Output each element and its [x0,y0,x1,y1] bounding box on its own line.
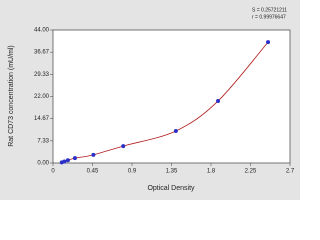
chart: S = 0.25721211 r = 0.99976647 Optical De… [0,0,300,200]
point [65,158,70,163]
x-tick-label: 2.25 [245,169,257,175]
plot-area [52,29,291,164]
point [91,152,96,157]
y-tick-label: 7.33 [37,138,49,144]
x-axis-title: Optical Density [147,185,195,192]
y-tick-label: 36.67 [34,50,50,56]
y-tick-label: 0.00 [37,161,49,167]
point [216,99,221,104]
point [62,159,67,164]
y-tick-label: 29.33 [34,72,50,78]
x-tick-label: 0.9 [128,169,137,175]
point [121,144,126,149]
x-tick-label: 1.35 [166,169,178,175]
y-tick-label: 22.00 [34,94,50,100]
annotation: S = 0.25721211 [252,7,287,13]
y-tick-label: 14.67 [34,116,50,122]
x-tick-label: 2.7 [286,169,295,175]
point [72,156,77,161]
annotation: r = 0.99976647 [252,14,286,20]
x-tick-label: 0 [51,169,55,175]
point [266,40,271,45]
y-axis-title: Rat CD73 concentration (mU/ml) [8,45,15,147]
point [173,128,178,133]
x-tick-label: 1.8 [207,169,216,175]
y-tick-label: 44.00 [34,28,50,34]
x-tick-label: 0.45 [87,169,99,175]
